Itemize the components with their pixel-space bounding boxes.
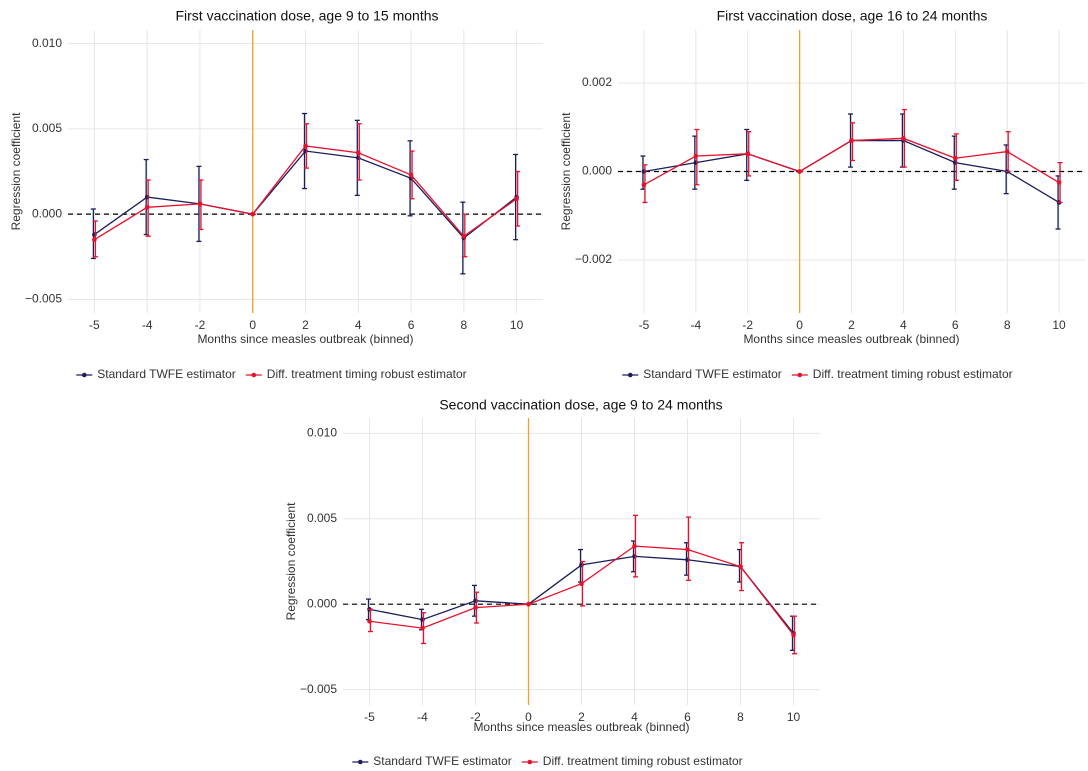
point (632, 543, 637, 549)
x-tick-label: -5 (364, 710, 375, 724)
x-axis-label: Months since measles outbreak (binned) (473, 720, 689, 734)
x-tick-label: 10 (787, 710, 801, 724)
point (641, 182, 647, 188)
point (797, 169, 802, 174)
point (514, 196, 519, 202)
x-tick-label: 0 (796, 318, 803, 332)
point (144, 205, 150, 210)
point (197, 201, 203, 207)
point (473, 605, 478, 610)
y-tick-label: −0.002 (575, 252, 612, 266)
y-tick-label: 0.000 (307, 596, 337, 610)
y-tick-label: 0.002 (582, 75, 612, 89)
point (526, 601, 531, 607)
point (250, 211, 256, 217)
point (355, 150, 361, 156)
y-axis-label: Regression coefficient (9, 112, 23, 231)
point (303, 143, 308, 149)
x-tick-label: -4 (690, 318, 701, 332)
point (901, 136, 906, 141)
y-axis-label: Regression coefficient (559, 112, 573, 231)
x-tick-label: 8 (1004, 318, 1011, 332)
point (1004, 149, 1010, 154)
y-tick-label: 0.010 (307, 426, 337, 440)
x-tick-label: -2 (470, 710, 481, 724)
chart-title: Second vaccination dose, age 9 to 24 mon… (439, 397, 722, 413)
x-tick-label: -4 (142, 318, 153, 332)
y-tick-label: −0.005 (25, 292, 62, 306)
point (738, 564, 743, 569)
legend: Standard TWFE estimator Diff. treatment t… (76, 367, 467, 381)
point (408, 172, 414, 178)
x-tick-label: 8 (460, 318, 467, 332)
y-tick-label: 0.005 (32, 121, 62, 135)
x-tick-label: 10 (510, 318, 524, 332)
x-tick-label: 2 (848, 318, 855, 332)
y-tick-label: 0.010 (32, 36, 62, 50)
point (367, 618, 372, 624)
legend-label: Diff. treatment timing robust estimator (543, 754, 743, 768)
x-tick-label: 4 (631, 710, 638, 724)
legend: Standard TWFE estimator Diff. treatment t… (622, 367, 1013, 381)
y-tick-label: 0.005 (307, 511, 337, 525)
x-tick-label: 6 (684, 710, 691, 724)
x-tick-label: 10 (1052, 318, 1066, 332)
x-tick-label: 2 (302, 318, 309, 332)
point (579, 581, 584, 587)
x-tick-label: 8 (737, 710, 744, 724)
x-axis-label: Months since measles outbreak (binned) (743, 332, 959, 346)
legend-label: Standard TWFE estimator (97, 367, 236, 381)
y-tick-label: 0.000 (32, 206, 62, 220)
point (693, 153, 699, 159)
point (952, 155, 958, 161)
x-tick-label: -5 (89, 318, 100, 332)
x-tick-label: 4 (355, 318, 362, 332)
point (745, 151, 751, 157)
legend-label: Diff. treatment timing robust estimator (813, 367, 1013, 381)
x-tick-label: 6 (952, 318, 959, 332)
x-tick-label: 2 (578, 710, 585, 724)
legend-marker (82, 372, 87, 378)
legend-marker (527, 759, 533, 765)
point (461, 233, 467, 239)
x-tick-label: -5 (639, 318, 650, 332)
legend-label: Standard TWFE estimator (643, 367, 782, 381)
x-tick-label: -2 (195, 318, 206, 332)
x-tick-label: -4 (417, 710, 428, 724)
x-tick-label: 6 (408, 318, 415, 332)
x-tick-label: 0 (525, 710, 532, 724)
legend: Standard TWFE estimator Diff. treatment t… (352, 754, 743, 768)
point (685, 547, 690, 552)
y-tick-label: 0.000 (582, 164, 612, 178)
point (791, 632, 796, 638)
legend-label: Diff. treatment timing robust estimator (267, 367, 467, 381)
point (420, 625, 425, 631)
x-tick-label: 0 (249, 318, 256, 332)
y-tick-label: −0.005 (300, 682, 337, 696)
y-axis-label: Regression coefficient (284, 502, 298, 621)
point (92, 237, 97, 242)
legend-marker (251, 372, 257, 378)
x-axis-label: Months since measles outbreak (binned) (197, 332, 413, 346)
legend-marker (628, 372, 633, 378)
legend-label: Standard TWFE estimator (373, 754, 512, 768)
point (849, 138, 854, 143)
x-tick-label: -2 (742, 318, 753, 332)
point (1056, 180, 1062, 185)
legend-marker (797, 372, 803, 378)
chart-title: First vaccination dose, age 16 to 24 mon… (717, 8, 988, 24)
x-tick-label: 4 (900, 318, 907, 332)
chart-title: First vaccination dose, age 9 to 15 mont… (175, 8, 438, 24)
legend-marker (358, 759, 363, 765)
